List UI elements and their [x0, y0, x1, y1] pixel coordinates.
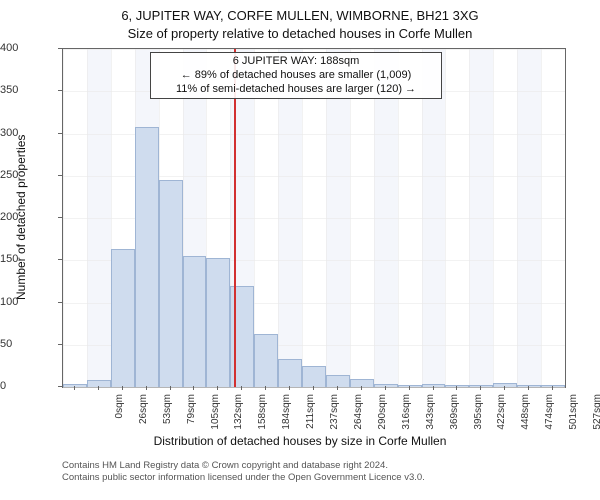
chart-title-address: 6, JUPITER WAY, CORFE MULLEN, WIMBORNE, …	[0, 8, 600, 23]
annotation-line: 11% of semi-detached houses are larger (…	[155, 83, 437, 97]
x-tick-mark	[122, 386, 123, 390]
subject-marker-line	[234, 49, 236, 387]
x-tick-mark	[552, 386, 553, 390]
footer-line-2: Contains public sector information licen…	[62, 472, 425, 484]
chart-subtitle: Size of property relative to detached ho…	[0, 26, 600, 41]
x-tick-label: 290sqm	[377, 394, 388, 436]
x-tick-label: 474sqm	[544, 394, 555, 436]
x-tick-mark	[456, 386, 457, 390]
x-tick-label: 316sqm	[401, 394, 412, 436]
x-tick-mark	[74, 386, 75, 390]
annotation-line: ← 89% of detached houses are smaller (1,…	[155, 69, 437, 83]
x-tick-mark	[313, 386, 314, 390]
y-tick-label: 0	[0, 380, 54, 392]
x-axis-label: Distribution of detached houses by size …	[0, 434, 600, 448]
histogram-bar	[135, 127, 159, 387]
x-tick-mark	[193, 386, 194, 390]
x-tick-mark	[170, 386, 171, 390]
histogram-bar	[159, 180, 183, 387]
histogram-bar	[206, 258, 230, 387]
histogram-bar	[254, 334, 278, 387]
y-tick-label: 300	[0, 127, 54, 139]
x-tick-label: 105sqm	[210, 394, 221, 436]
histogram-bar	[111, 249, 135, 387]
grid-hline	[63, 387, 565, 388]
y-tick-label: 150	[0, 253, 54, 265]
y-tick-label: 350	[0, 84, 54, 96]
x-tick-label: 343sqm	[425, 394, 436, 436]
histogram-bar	[183, 256, 207, 387]
x-tick-label: 79sqm	[186, 394, 197, 436]
x-tick-label: 422sqm	[496, 394, 507, 436]
footer-attribution: Contains HM Land Registry data © Crown c…	[62, 460, 425, 484]
y-tick-label: 400	[0, 42, 54, 54]
x-tick-label: 264sqm	[353, 394, 364, 436]
y-tick-label: 200	[0, 211, 54, 223]
x-tick-mark	[504, 386, 505, 390]
x-tick-mark	[146, 386, 147, 390]
x-tick-mark	[289, 386, 290, 390]
annotation-line: 6 JUPITER WAY: 188sqm	[155, 55, 437, 69]
x-tick-label: 132sqm	[233, 394, 244, 436]
x-tick-label: 184sqm	[281, 394, 292, 436]
x-tick-mark	[361, 386, 362, 390]
y-tick-label: 250	[0, 169, 54, 181]
grid-hline	[63, 49, 565, 50]
histogram-bar	[278, 359, 302, 387]
x-tick-label: 158sqm	[257, 394, 268, 436]
x-tick-mark	[265, 386, 266, 390]
x-tick-mark	[241, 386, 242, 390]
x-tick-mark	[385, 386, 386, 390]
x-tick-label: 501sqm	[568, 394, 579, 436]
x-tick-label: 237sqm	[329, 394, 340, 436]
x-tick-label: 395sqm	[473, 394, 484, 436]
x-tick-mark	[217, 386, 218, 390]
x-tick-label: 211sqm	[305, 394, 316, 436]
histogram-bar	[63, 384, 87, 387]
footer-line-1: Contains HM Land Registry data © Crown c…	[62, 460, 425, 472]
x-tick-label: 448sqm	[520, 394, 531, 436]
x-tick-label: 26sqm	[138, 394, 149, 436]
x-tick-label: 53sqm	[162, 394, 173, 436]
y-tick-label: 50	[0, 338, 54, 350]
x-tick-mark	[337, 386, 338, 390]
histogram-bar	[302, 366, 326, 387]
x-tick-label: 369sqm	[449, 394, 460, 436]
x-tick-mark	[98, 386, 99, 390]
x-tick-label: 527sqm	[592, 394, 600, 436]
x-tick-mark	[528, 386, 529, 390]
x-tick-label: 0sqm	[114, 394, 125, 436]
y-tick-label: 100	[0, 296, 54, 308]
x-tick-mark	[480, 386, 481, 390]
x-tick-mark	[433, 386, 434, 390]
x-tick-mark	[409, 386, 410, 390]
annotation-box: 6 JUPITER WAY: 188sqm← 89% of detached h…	[150, 52, 442, 99]
